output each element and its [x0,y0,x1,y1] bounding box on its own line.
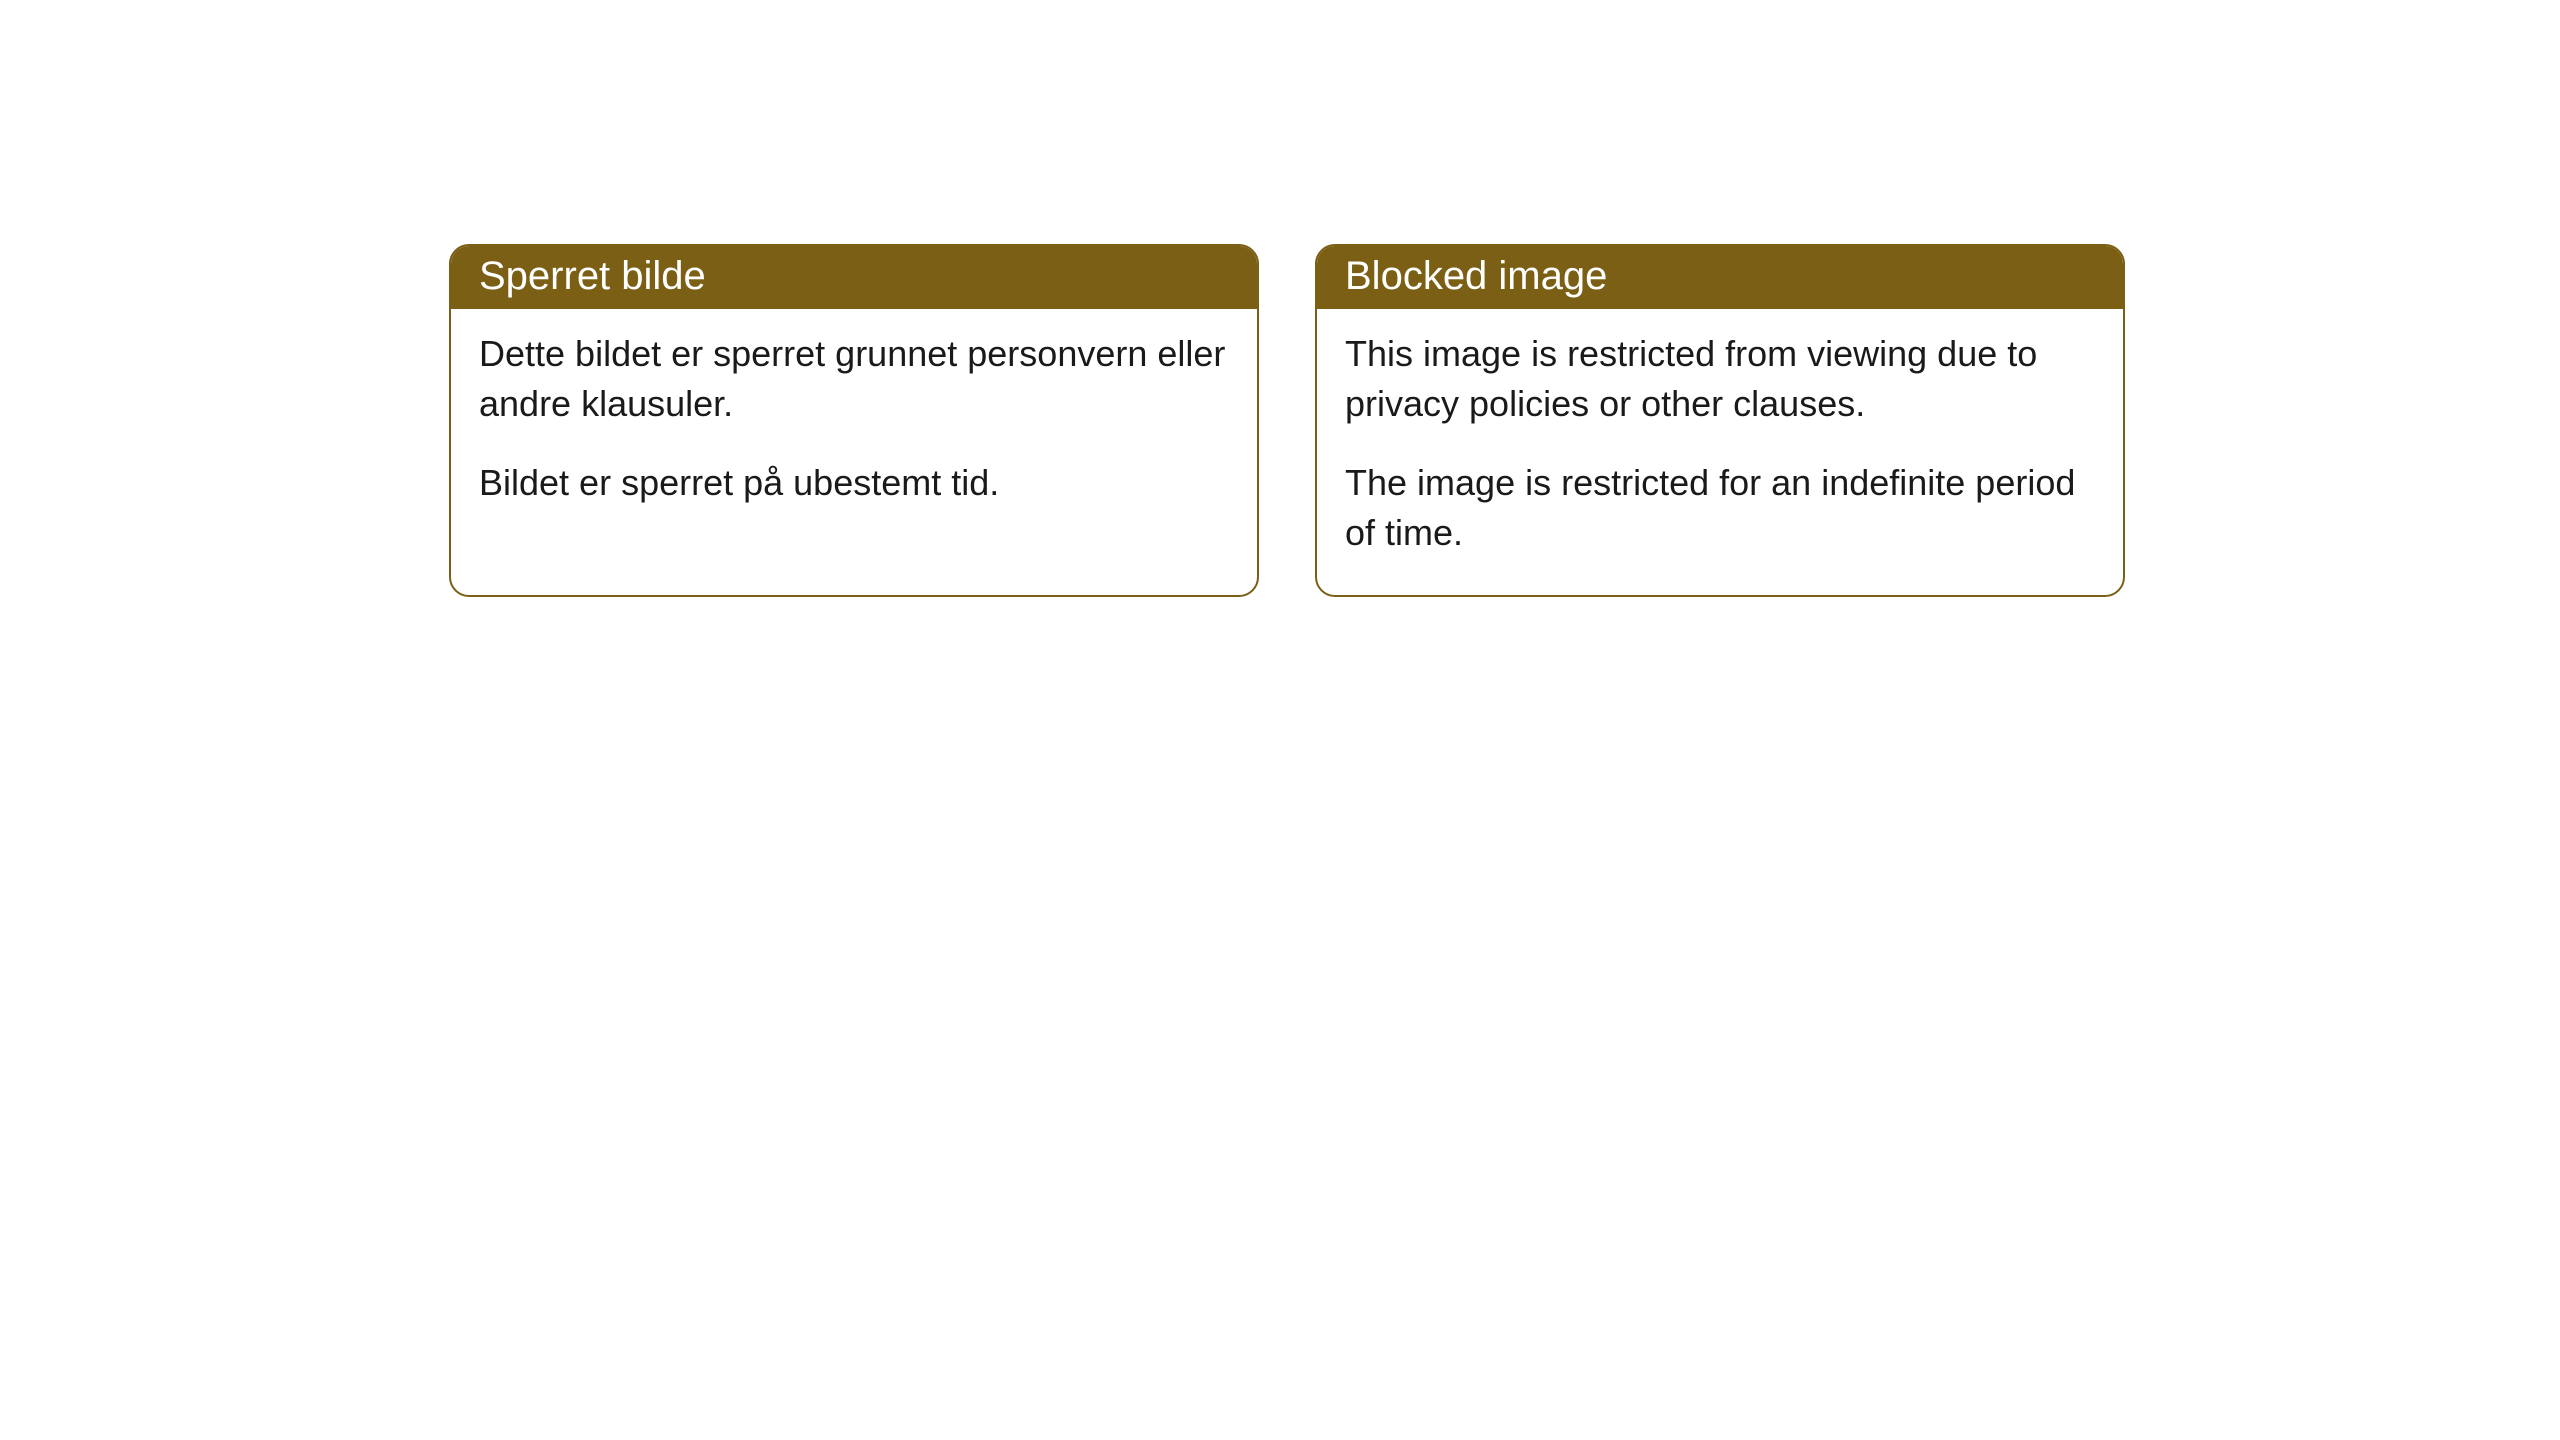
notice-card-english: Blocked image This image is restricted f… [1315,244,2125,597]
notice-container: Sperret bilde Dette bildet er sperret gr… [449,244,2125,597]
notice-paragraph-2-norwegian: Bildet er sperret på ubestemt tid. [479,458,1229,508]
notice-card-norwegian: Sperret bilde Dette bildet er sperret gr… [449,244,1259,597]
notice-paragraph-2-english: The image is restricted for an indefinit… [1345,458,2095,559]
notice-header-norwegian: Sperret bilde [451,246,1257,309]
notice-body-english: This image is restricted from viewing du… [1317,309,2123,595]
notice-paragraph-1-english: This image is restricted from viewing du… [1345,329,2095,430]
notice-title-norwegian: Sperret bilde [479,254,706,298]
notice-header-english: Blocked image [1317,246,2123,309]
notice-body-norwegian: Dette bildet er sperret grunnet personve… [451,309,1257,544]
notice-title-english: Blocked image [1345,254,1607,298]
notice-paragraph-1-norwegian: Dette bildet er sperret grunnet personve… [479,329,1229,430]
